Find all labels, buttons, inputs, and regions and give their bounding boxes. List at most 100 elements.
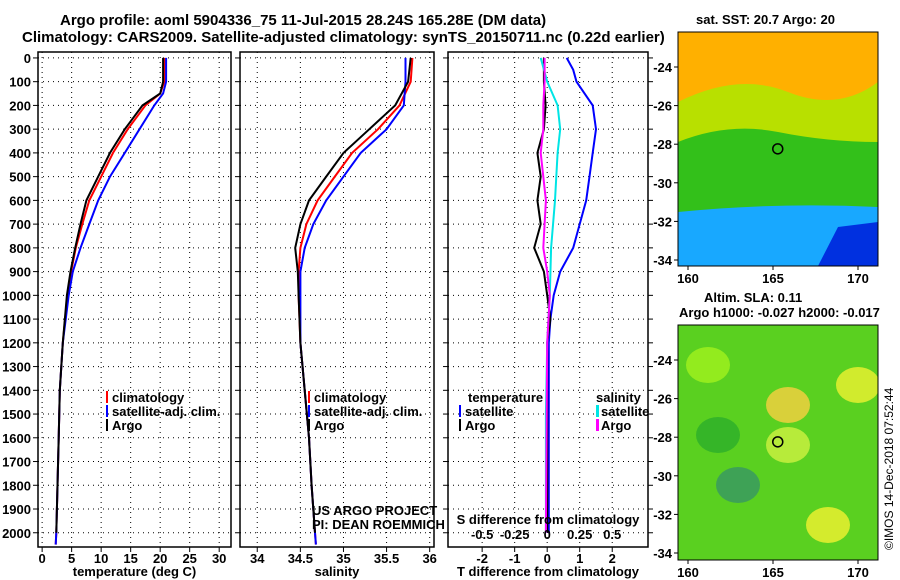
lat-tick-label: -30 — [653, 176, 672, 191]
sst-map: -24 -26 -28 -30 -32 -34 160 165 170 — [653, 31, 879, 286]
annotation-text: US ARGO PROJECT — [312, 503, 437, 518]
lat-tick-label: -34 — [653, 253, 673, 268]
lon-tick-label: 160 — [677, 565, 699, 580]
lat-tick-label: -26 — [653, 392, 672, 407]
x-tick-label: 0 — [39, 551, 46, 566]
title-line-1: Argo profile: aoml 5904336_75 11-Jul-201… — [60, 12, 547, 29]
x-axis-label: T difference from climatology — [457, 564, 640, 579]
lat-tick-label: -32 — [653, 214, 672, 229]
y-tick-label: 200 — [9, 98, 31, 113]
s-tick-label: -0.5 — [471, 527, 493, 542]
x-tick-label: 0 — [544, 551, 551, 566]
legend-salinity-label: satellite — [601, 404, 649, 419]
legend-swatch — [106, 419, 108, 431]
legend-label: Argo — [314, 418, 344, 433]
x-tick-label: 35.5 — [374, 551, 399, 566]
legend-salinity-label: Argo — [601, 418, 631, 433]
x-tick-label: -1 — [509, 551, 521, 566]
legend-label: climatology — [112, 390, 185, 405]
y-tick-label: 1000 — [2, 288, 31, 303]
s-tick-label: -0.25 — [500, 527, 530, 542]
map-frame — [677, 324, 879, 561]
y-tick-label: 1800 — [2, 478, 31, 493]
x-tick-label: 1 — [576, 551, 583, 566]
legend-temperature-label: Argo — [465, 418, 495, 433]
title-line-2: Climatology: CARS2009. Satellite-adjuste… — [22, 29, 665, 46]
sla-blob — [766, 387, 810, 423]
y-tick-label: 1400 — [2, 383, 31, 398]
lat-tick-label: -28 — [653, 137, 672, 152]
legend-label: satellite-adj. clim. — [314, 404, 422, 419]
x-tick-label: 34.5 — [288, 551, 313, 566]
lon-tick-label: 165 — [762, 271, 784, 286]
x-tick-label: 20 — [153, 551, 167, 566]
panel-1: 34 34.5 35 35.5 36 salinity climatologysatelli… — [235, 51, 445, 579]
x-tick-label: 36 — [422, 551, 436, 566]
y-tick-label: 400 — [9, 146, 31, 161]
legend-temperature-label: temperature — [468, 390, 543, 405]
argo-location-marker — [772, 143, 784, 155]
y-tick-label: 1900 — [2, 502, 31, 517]
y-tick-label: 1300 — [2, 360, 31, 375]
imos-credit: ©IMOS 14-Dec-2018 07:52:44 — [882, 387, 896, 550]
x-tick-label: 5 — [68, 551, 75, 566]
series-satellite-adj--clim- — [54, 57, 168, 545]
sla-field — [678, 325, 878, 560]
lat-tick-label: -34 — [653, 546, 673, 561]
map-frame — [677, 31, 879, 267]
sla-blob — [836, 367, 878, 403]
legend-salinity-label: salinity — [596, 390, 642, 405]
legend-label: satellite-adj. clim. — [112, 404, 220, 419]
lat-tick-label: -26 — [653, 99, 672, 114]
plot-frame — [37, 51, 232, 548]
x-tick-label: 15 — [123, 551, 137, 566]
legend-swatch — [596, 405, 599, 417]
lat-tick-label: -30 — [653, 469, 672, 484]
lon-tick-label: 160 — [677, 271, 699, 286]
y-tick-label: 1100 — [3, 312, 31, 327]
y-tick-label: 1500 — [2, 407, 31, 422]
series-satellite-adj--clim- — [299, 57, 407, 545]
sla-map-title-1: Altim. SLA: 0.11 — [704, 290, 803, 305]
s-tick-label: 0 — [544, 527, 551, 542]
x-axis-label: salinity — [315, 564, 361, 579]
legend-label: Argo — [112, 418, 142, 433]
lon-tick-label: 170 — [847, 565, 869, 580]
y-tick-label: 700 — [9, 217, 31, 232]
sla-blob — [716, 467, 760, 503]
sla-map: -24 -26 -28 -30 -32 -34 160 165 170 — [653, 324, 879, 580]
sst-map-title: sat. SST: 20.7 Argo: 20 — [696, 12, 835, 27]
y-tick-label: 800 — [9, 241, 31, 256]
series-climatology — [297, 57, 414, 545]
x-tick-label: 2 — [609, 551, 616, 566]
sla-blob — [766, 427, 810, 463]
x-axis-label: temperature (deg C) — [73, 564, 197, 579]
lon-tick-label: 165 — [762, 565, 784, 580]
y-tick-label: 0 — [24, 51, 31, 66]
sst-coldest — [818, 222, 878, 266]
x-tick-label: 30 — [212, 551, 226, 566]
lat-tick-label: -24 — [653, 60, 673, 75]
legend-swatch — [308, 419, 310, 431]
legend-swatch — [459, 419, 461, 431]
sla-blob — [686, 347, 730, 383]
legend-temperature-label: satellite — [465, 404, 513, 419]
y-tick-label: 2000 — [2, 526, 31, 541]
sst-field — [678, 32, 878, 266]
x-tick-label: 25 — [182, 551, 196, 566]
lat-tick-label: -32 — [653, 507, 672, 522]
series-salinity-argo — [539, 57, 551, 533]
legend-swatch — [596, 419, 599, 431]
legend-swatch — [106, 391, 108, 403]
y-tick-label: 1700 — [2, 455, 31, 470]
lat-tick-label: -24 — [653, 353, 673, 368]
y-tick-label: 600 — [9, 193, 31, 208]
x-tick-label: 10 — [94, 551, 108, 566]
lat-tick-label: -28 — [653, 430, 672, 445]
series-temperature-satellite — [547, 57, 598, 533]
x-tick-label: 34 — [250, 551, 265, 566]
sla-blob — [696, 417, 740, 453]
x-tick-label: -2 — [476, 551, 488, 566]
